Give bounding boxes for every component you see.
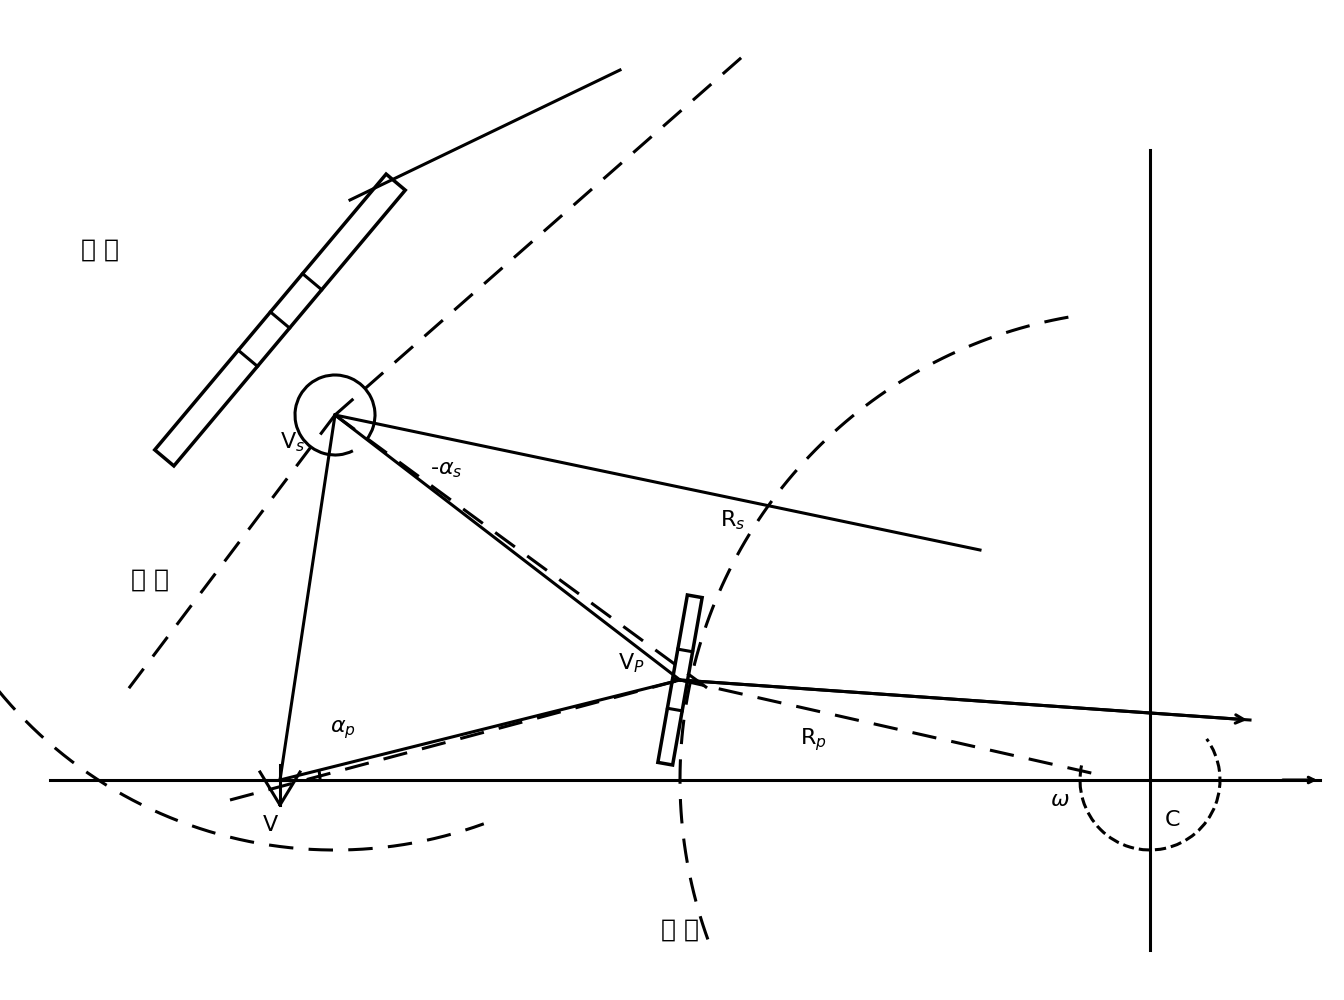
- Text: C: C: [1165, 810, 1180, 830]
- Text: -$\alpha_s$: -$\alpha_s$: [430, 460, 462, 480]
- Text: V$_P$: V$_P$: [618, 651, 645, 675]
- Text: 光 阑: 光 阑: [130, 568, 169, 592]
- Text: $\alpha_p$: $\alpha_p$: [331, 719, 356, 741]
- Text: $\omega$: $\omega$: [1050, 790, 1070, 810]
- Text: R$_p$: R$_p$: [800, 727, 827, 753]
- Text: 主 镜: 主 镜: [661, 918, 699, 942]
- Text: R$_s$: R$_s$: [720, 508, 746, 532]
- Text: V$_s$: V$_s$: [280, 430, 305, 454]
- Text: 次 镜: 次 镜: [81, 238, 120, 262]
- Text: V: V: [262, 815, 278, 835]
